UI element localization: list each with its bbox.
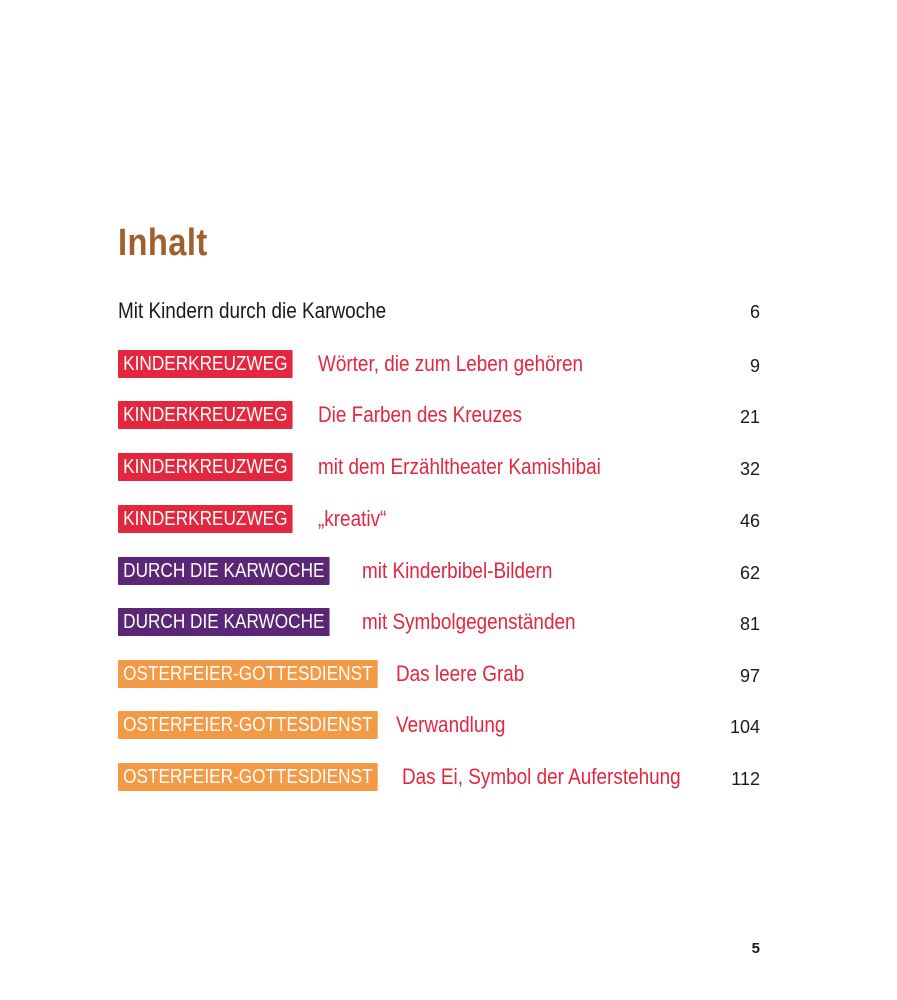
toc-entry-title: Das Ei, Symbol der Auferstehung — [402, 764, 681, 789]
section-tag: DURCH DIE KARWOCHE — [118, 557, 330, 585]
page-title: Inhalt — [118, 222, 208, 264]
toc-entry-title: Wörter, die zum Leben gehören — [318, 351, 584, 376]
section-tag: OSTERFEIER-GOTTESDIENST — [118, 763, 378, 791]
section-tag: OSTERFEIER-GOTTESDIENST — [118, 711, 378, 739]
toc-entry-page: 81 — [739, 614, 760, 634]
page-number: 5 — [751, 940, 760, 957]
toc-row[interactable]: DURCH DIE KARWOCHE mit Kinderbibel-Bilde… — [0, 556, 897, 590]
toc-entry-page: 112 — [731, 769, 760, 789]
toc-entry-page: 62 — [739, 563, 760, 583]
toc-row[interactable]: OSTERFEIER-GOTTESDIENST Das leere Grab 9… — [0, 659, 897, 693]
toc-entry-page: 46 — [739, 511, 760, 531]
toc-entry-page: 21 — [739, 407, 760, 427]
toc-entry-title: Verwandlung — [396, 712, 506, 737]
toc-entry-title: mit dem Erzähltheater Kamishibai — [318, 454, 601, 479]
section-tag: DURCH DIE KARWOCHE — [118, 608, 330, 636]
toc-entry-page: 104 — [729, 717, 760, 737]
toc-entry-title: Die Farben des Kreuzes — [318, 402, 523, 427]
section-tag: KINDERKREUZWEG — [118, 453, 293, 481]
toc-row[interactable]: OSTERFEIER-GOTTESDIENST Verwandlung 104 — [0, 710, 897, 744]
toc-intro-page: 6 — [749, 302, 760, 322]
toc-row[interactable]: KINDERKREUZWEG „kreativ“ 46 — [0, 504, 897, 538]
toc-entry-title: mit Kinderbibel-Bildern — [362, 558, 553, 583]
toc-row[interactable]: KINDERKREUZWEG Wörter, die zum Leben geh… — [0, 349, 897, 383]
toc-entry-title: Das leere Grab — [396, 661, 525, 686]
toc-entry-page: 32 — [739, 459, 760, 479]
toc-entry-page: 9 — [749, 356, 760, 376]
toc-intro-label: Mit Kindern durch die Karwoche — [118, 298, 387, 323]
toc-row[interactable]: KINDERKREUZWEG mit dem Erzähltheater Kam… — [0, 452, 897, 486]
toc-row[interactable]: OSTERFEIER-GOTTESDIENST Das Ei, Symbol d… — [0, 762, 897, 796]
section-tag: KINDERKREUZWEG — [118, 350, 293, 378]
section-tag: KINDERKREUZWEG — [118, 401, 293, 429]
toc-entry-title: „kreativ“ — [318, 506, 387, 531]
toc-entry-title: mit Symbolgegenständen — [362, 609, 576, 634]
section-tag: OSTERFEIER-GOTTESDIENST — [118, 660, 378, 688]
section-tag: KINDERKREUZWEG — [118, 505, 293, 533]
toc-entry-page: 97 — [739, 666, 760, 686]
toc-row[interactable]: DURCH DIE KARWOCHE mit Symbolgegenstände… — [0, 607, 897, 641]
toc-row[interactable]: KINDERKREUZWEG Die Farben des Kreuzes 21 — [0, 400, 897, 434]
